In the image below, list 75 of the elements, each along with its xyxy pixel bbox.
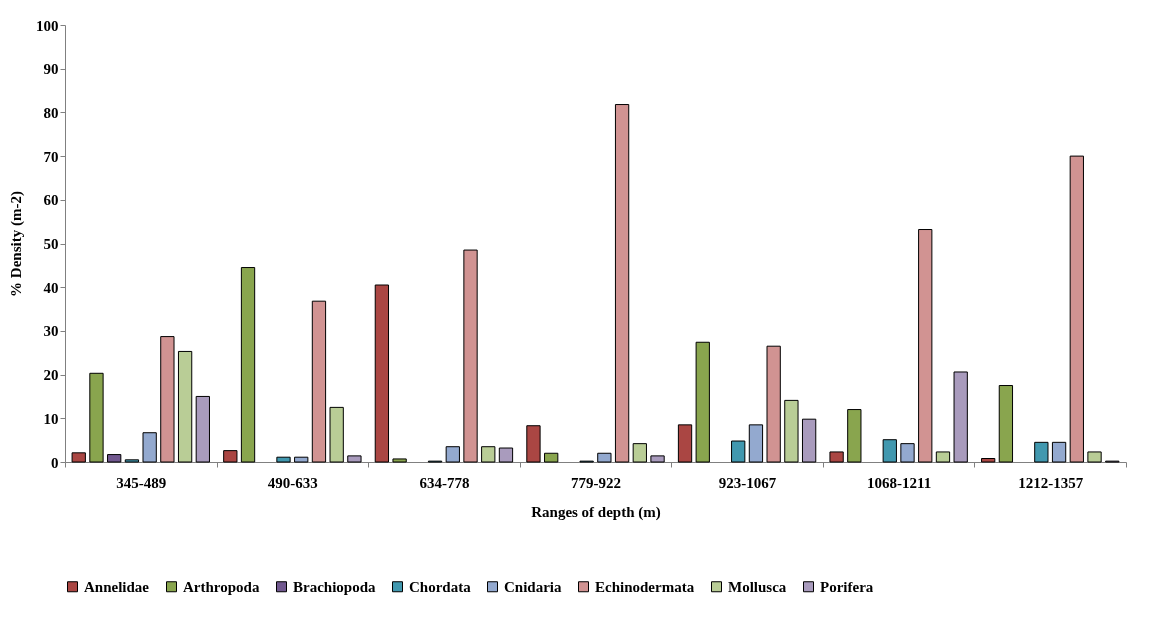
bar	[445, 446, 460, 463]
y-tick-label: 40	[43, 279, 59, 296]
bar	[801, 418, 817, 463]
x-tick-label: 923-1067	[718, 474, 777, 491]
bar	[223, 450, 238, 463]
bar	[177, 350, 193, 463]
legend-label: Porifera	[820, 578, 874, 595]
y-tick-label: 0	[51, 454, 59, 471]
x-tick-label: 634-778	[419, 474, 470, 491]
bar	[935, 451, 951, 463]
bar	[766, 345, 781, 463]
bar	[481, 446, 496, 463]
x-tick-label: 1068-1211	[867, 474, 932, 491]
y-tick-label: 30	[43, 323, 59, 340]
legend-label: Echinodermata	[595, 578, 695, 595]
bar	[294, 456, 309, 463]
legend-label: Mollusca	[728, 578, 787, 595]
legend-label: Arthropoda	[183, 578, 260, 595]
bar	[392, 458, 407, 463]
bar	[195, 395, 210, 463]
bar	[142, 432, 157, 463]
bar	[526, 425, 541, 463]
y-tick-label: 80	[43, 104, 59, 121]
y-tick-label: 50	[43, 236, 59, 252]
bar	[748, 424, 764, 463]
bar	[829, 451, 844, 463]
y-tick-label: 70	[43, 148, 59, 165]
bar	[998, 385, 1014, 463]
bar	[124, 459, 140, 463]
bar	[240, 267, 256, 463]
bar	[731, 440, 746, 463]
y-tick-label: 60	[43, 192, 59, 209]
legend-label: Annelidae	[84, 578, 150, 595]
bar	[650, 455, 665, 463]
bar	[695, 341, 710, 463]
bar	[311, 300, 327, 463]
x-tick-label: 490-633	[267, 474, 318, 491]
legend-label: Cnidaria	[504, 578, 563, 595]
bar	[1034, 441, 1049, 463]
bar	[347, 455, 362, 463]
bar	[544, 452, 559, 463]
x-tick-label: 779-922	[571, 474, 621, 491]
bar	[107, 454, 122, 463]
bar	[160, 336, 175, 463]
bar	[614, 104, 630, 463]
x-axis-title: Ranges of depth (m)	[531, 503, 661, 521]
bar	[597, 452, 612, 463]
bar	[918, 229, 933, 463]
bar	[1069, 155, 1084, 463]
bar	[498, 447, 514, 463]
bar	[1051, 441, 1067, 463]
bar	[463, 249, 478, 463]
bar	[632, 443, 647, 463]
bar	[1087, 451, 1102, 463]
y-tick-label: 20	[43, 367, 59, 384]
y-tick-label: 90	[43, 61, 59, 78]
bar	[784, 399, 799, 463]
bar	[847, 409, 862, 463]
legend-label: Chordata	[409, 578, 472, 595]
bar	[953, 371, 968, 463]
bar	[882, 439, 897, 463]
x-tick-label: 345-489	[116, 474, 167, 491]
bar	[276, 456, 291, 463]
bar	[677, 424, 693, 463]
bar	[89, 372, 104, 463]
bar	[71, 452, 86, 463]
y-tick-label: 100	[36, 17, 59, 34]
bar	[900, 443, 915, 463]
legend-label: Brachiopoda	[293, 578, 377, 595]
x-tick-label: 1212-1357	[1018, 474, 1084, 491]
y-tick-label: 10	[43, 410, 59, 427]
bar	[329, 406, 344, 463]
bar	[981, 458, 996, 463]
y-axis-title: % Density (m-2)	[8, 191, 25, 297]
bar	[374, 284, 390, 463]
